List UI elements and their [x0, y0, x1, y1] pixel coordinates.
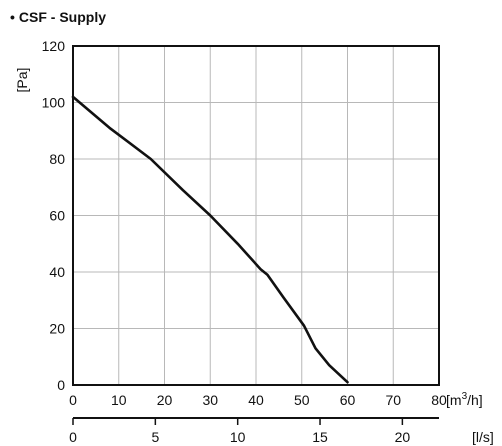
x-tick-label: 70: [385, 392, 401, 408]
y-tick-label: 60: [49, 208, 65, 224]
x-tick-labels: 0 10 20 30 40 50 60 70 80: [69, 392, 447, 408]
y-tick-label: 80: [49, 151, 65, 167]
secondary-x-tick-label: 0: [69, 429, 77, 445]
x-tick-label: 0: [69, 392, 77, 408]
y-tick-label: 120: [42, 38, 66, 54]
secondary-x-tick-label: 20: [395, 429, 411, 445]
secondary-x-tick-label: 15: [312, 429, 328, 445]
x-tick-label: 50: [294, 392, 310, 408]
curve-layer: [71, 95, 349, 384]
plot-frame: [72, 45, 440, 386]
pressure-curve: [71, 95, 349, 384]
x-axis-label: [m3/h]: [446, 391, 483, 408]
y-tick-label: 0: [57, 377, 65, 393]
chart-title: • CSF - Supply: [10, 9, 106, 25]
x-tick-label: 10: [111, 392, 127, 408]
grid: [72, 45, 440, 386]
x-tick-label: 20: [157, 392, 173, 408]
x-tick-label: 80: [431, 392, 447, 408]
y-axis-label: [Pa]: [14, 68, 30, 93]
y-tick-label: 40: [49, 264, 65, 280]
secondary-x-tick-label: 5: [151, 429, 159, 445]
y-tick-labels: 0 20 40 60 80 100 120: [42, 38, 66, 393]
secondary-x-axis-label: [l/s]: [472, 429, 494, 445]
secondary-x-ticks: 0 5 10 15 20: [69, 418, 410, 445]
y-tick-label: 20: [49, 321, 65, 337]
title-bullet: •: [10, 9, 15, 25]
x-tick-label: 30: [202, 392, 218, 408]
title-text: CSF - Supply: [19, 9, 106, 25]
x-tick-label: 60: [340, 392, 356, 408]
x-tick-label: 40: [248, 392, 264, 408]
secondary-x-tick-label: 10: [230, 429, 246, 445]
y-tick-label: 100: [42, 95, 66, 111]
